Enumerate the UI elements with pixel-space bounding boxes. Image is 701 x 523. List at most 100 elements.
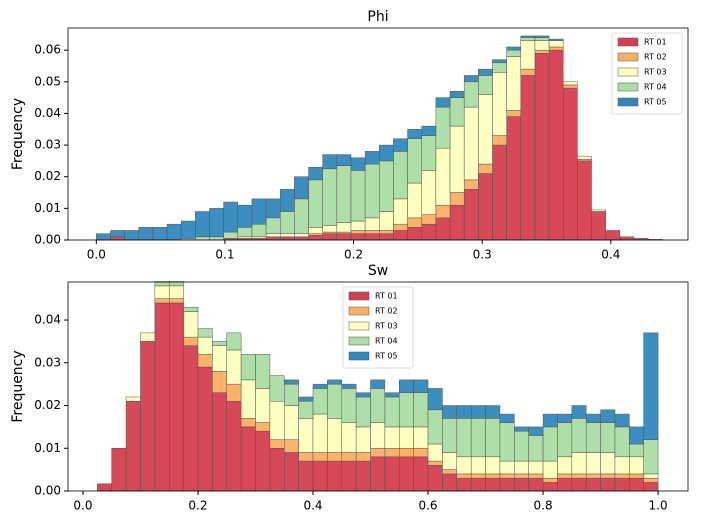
bar — [284, 405, 299, 440]
bar — [265, 217, 281, 234]
bar — [470, 473, 486, 479]
bar — [478, 75, 493, 95]
bar — [298, 452, 314, 462]
bar — [279, 233, 295, 238]
bar — [557, 422, 573, 458]
y-tick-label: 0.03 — [34, 138, 61, 152]
bar — [413, 448, 429, 458]
bar — [528, 473, 544, 479]
bar — [379, 233, 394, 241]
legend-label: RT 03 — [644, 68, 667, 77]
bar — [449, 125, 465, 193]
bar — [341, 460, 357, 492]
bar — [312, 452, 328, 462]
bar — [341, 383, 357, 389]
y-axis-label: Frequency — [10, 350, 26, 422]
x-tick-label: 0.0 — [87, 248, 106, 262]
bar — [209, 236, 224, 241]
bar — [197, 336, 213, 355]
bar — [97, 483, 112, 492]
bar — [492, 72, 507, 136]
legend-swatch — [348, 321, 370, 331]
bar — [322, 233, 338, 241]
bar — [226, 332, 242, 351]
bar — [364, 230, 380, 234]
bar — [577, 155, 592, 160]
bar — [506, 49, 522, 57]
bar — [168, 302, 184, 492]
bar — [336, 154, 352, 166]
bar — [111, 448, 127, 492]
bar — [209, 208, 224, 238]
bar — [96, 233, 111, 241]
bar — [629, 426, 644, 445]
y-tick-label: 0.04 — [34, 313, 61, 327]
bar — [355, 426, 371, 453]
bar — [463, 189, 479, 241]
y-tick-label: 0.02 — [34, 169, 61, 183]
bar — [413, 426, 429, 449]
bar — [562, 81, 578, 86]
bar — [379, 144, 394, 162]
bar — [379, 230, 394, 234]
bar — [212, 345, 227, 372]
bar — [600, 409, 616, 423]
bar — [240, 426, 256, 492]
bar — [643, 473, 659, 479]
bar — [614, 426, 630, 458]
bar — [298, 396, 314, 402]
bar — [370, 388, 386, 423]
bar — [600, 473, 616, 479]
bar — [520, 68, 536, 76]
bar — [284, 452, 299, 492]
bar — [180, 220, 196, 239]
bar — [485, 473, 501, 479]
bar — [183, 311, 199, 338]
bar — [605, 230, 621, 241]
legend-swatch — [348, 306, 370, 316]
bar — [125, 396, 141, 402]
bar — [478, 68, 493, 76]
bar — [557, 473, 573, 479]
bar — [499, 460, 515, 475]
bar — [364, 151, 380, 165]
bar — [355, 460, 371, 492]
bar — [421, 125, 437, 136]
bar — [370, 379, 386, 389]
bar — [407, 182, 422, 219]
bar — [492, 135, 507, 146]
bar — [322, 168, 338, 227]
bar — [322, 154, 338, 170]
bar — [327, 418, 343, 453]
bar — [240, 379, 256, 419]
y-tick-label: 0.00 — [34, 484, 61, 498]
bar — [456, 473, 472, 479]
bar — [629, 473, 644, 479]
bar — [456, 405, 472, 419]
bar — [506, 46, 522, 51]
bar — [140, 341, 156, 492]
y-tick-label: 0.01 — [34, 441, 61, 455]
legend-swatch — [617, 97, 639, 107]
bar — [212, 371, 227, 393]
bar — [478, 173, 493, 241]
bar — [629, 477, 644, 492]
chart-title: Sw — [368, 263, 388, 279]
legend-label: RT 02 — [644, 53, 667, 62]
bar — [312, 383, 328, 389]
bar — [308, 227, 323, 234]
bar — [492, 62, 507, 73]
bar — [384, 392, 400, 398]
bar — [183, 345, 199, 492]
bar — [223, 231, 239, 239]
bar — [269, 448, 285, 492]
bar — [399, 426, 414, 449]
bar — [629, 456, 644, 475]
bar — [557, 413, 573, 423]
bar — [212, 341, 227, 346]
bar — [379, 160, 394, 212]
bar — [643, 477, 659, 483]
bar — [154, 298, 170, 304]
bar — [251, 223, 267, 238]
bar — [478, 163, 493, 174]
